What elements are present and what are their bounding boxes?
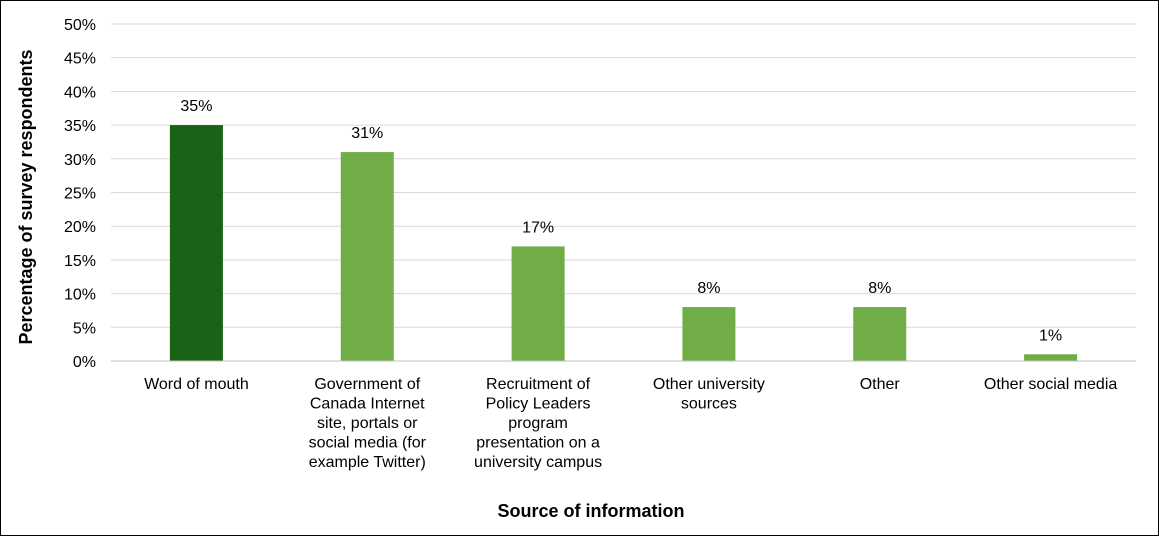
- data-label: 17%: [522, 219, 554, 236]
- x-category-label-line: Other university: [653, 376, 765, 393]
- x-category-label-line: sources: [681, 396, 737, 413]
- y-tick-label: 0%: [73, 354, 96, 371]
- y-tick-label: 10%: [64, 287, 96, 304]
- data-labels: 35% 31% 17% 8% 8% 1%: [180, 98, 1062, 344]
- x-category-label-line: university campus: [474, 454, 602, 471]
- x-category-label: Government of Canada Internet site, portal…: [309, 376, 427, 471]
- x-category-label-line: social media (for: [309, 435, 427, 452]
- y-tick-label: 5%: [73, 320, 96, 337]
- x-category-label-line: example Twitter): [309, 454, 426, 471]
- x-category-label: Other: [860, 376, 901, 393]
- gridlines: [111, 23, 1136, 328]
- bar: [853, 307, 907, 361]
- x-category-label-line: presentation on a: [476, 435, 600, 452]
- x-category-label-line: Canada Internet: [310, 396, 425, 413]
- x-axis-category-labels: Word of mouth Government of Canada Interne…: [144, 376, 1117, 471]
- x-category-label-line: Word of mouth: [144, 376, 249, 393]
- data-label: 8%: [697, 280, 720, 297]
- x-category-label-line: Other social media: [984, 376, 1117, 393]
- x-category-label-line: Other: [860, 376, 901, 393]
- y-tick-label: 25%: [64, 186, 96, 203]
- y-tick-label: 20%: [64, 219, 96, 236]
- y-tick-label: 35%: [64, 118, 96, 135]
- y-tick-label: 40%: [64, 84, 96, 101]
- x-category-label-line: program: [508, 415, 568, 432]
- x-category-label: Word of mouth: [144, 376, 249, 393]
- data-label: 1%: [1039, 327, 1062, 344]
- bar: [340, 152, 394, 361]
- y-axis-title: Percentage of survey respondents: [16, 49, 36, 344]
- y-tick-label: 45%: [64, 51, 96, 68]
- bar: [169, 125, 223, 361]
- y-tick-label: 30%: [64, 152, 96, 169]
- x-category-label-line: site, portals or: [317, 415, 418, 432]
- y-tick-label: 15%: [64, 253, 96, 270]
- bars: [169, 125, 1078, 361]
- x-category-label-line: Recruitment of: [486, 376, 591, 393]
- y-axis-tick-labels: 0% 5% 10% 15% 20% 25% 30% 35% 40% 45% 50%: [64, 17, 96, 371]
- bar: [682, 307, 736, 361]
- x-axis-title: Source of information: [497, 501, 684, 521]
- bar: [511, 246, 565, 361]
- x-category-label: Other university sources: [653, 376, 765, 413]
- x-category-label-line: Government of: [314, 376, 420, 393]
- bar: [1024, 354, 1078, 361]
- data-label: 8%: [868, 280, 891, 297]
- y-tick-label: 50%: [64, 17, 96, 34]
- x-category-label: Recruitment of Policy Leaders program prese…: [474, 376, 602, 471]
- x-category-label: Other social media: [984, 376, 1117, 393]
- x-category-label-line: Policy Leaders: [486, 396, 591, 413]
- data-label: 31%: [351, 125, 383, 142]
- data-label: 35%: [180, 98, 212, 115]
